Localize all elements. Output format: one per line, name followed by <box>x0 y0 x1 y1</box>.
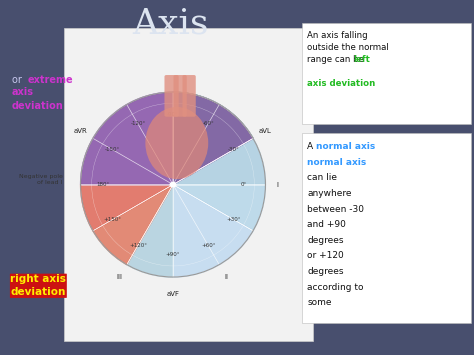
Polygon shape <box>81 185 173 231</box>
Text: and +90: and +90 <box>307 220 346 229</box>
Text: deviation: deviation <box>12 101 64 111</box>
Text: according to: according to <box>307 283 364 292</box>
Text: -120°: -120° <box>130 121 146 126</box>
Text: can lie: can lie <box>307 173 337 182</box>
Circle shape <box>170 182 176 187</box>
Text: aVR: aVR <box>74 129 88 135</box>
Text: 180°: 180° <box>96 182 109 187</box>
FancyBboxPatch shape <box>164 75 179 117</box>
Text: -30°: -30° <box>228 147 240 152</box>
Text: between -30: between -30 <box>307 204 364 214</box>
Text: +150°: +150° <box>103 217 121 222</box>
Polygon shape <box>127 185 173 277</box>
Text: or: or <box>12 75 25 85</box>
Text: or +120: or +120 <box>307 251 344 261</box>
Text: aVL: aVL <box>259 129 272 135</box>
FancyBboxPatch shape <box>173 75 187 117</box>
Text: degrees: degrees <box>307 267 344 276</box>
Text: Axis: Axis <box>132 6 209 40</box>
Text: I: I <box>276 182 278 187</box>
Text: normal axis: normal axis <box>307 158 366 167</box>
Polygon shape <box>81 92 173 185</box>
Text: right axis
deviation: right axis deviation <box>10 274 66 297</box>
FancyBboxPatch shape <box>302 23 471 124</box>
FancyBboxPatch shape <box>302 133 471 323</box>
Polygon shape <box>173 185 265 231</box>
Text: some: some <box>307 298 332 307</box>
Polygon shape <box>173 185 253 277</box>
Text: An axis falling: An axis falling <box>307 31 368 40</box>
Text: extreme: extreme <box>27 75 73 85</box>
Text: degrees: degrees <box>307 236 344 245</box>
Text: -150°: -150° <box>105 147 120 152</box>
Polygon shape <box>173 138 265 185</box>
Text: range can be: range can be <box>307 55 367 64</box>
Text: -90°: -90° <box>167 112 179 117</box>
Text: aVF: aVF <box>166 291 180 297</box>
Text: III: III <box>117 274 123 280</box>
Text: Negative pole
of lead I: Negative pole of lead I <box>18 174 63 185</box>
Polygon shape <box>93 185 173 264</box>
Text: left: left <box>354 55 371 64</box>
Text: -60°: -60° <box>202 121 214 126</box>
Text: outside the normal: outside the normal <box>307 43 389 52</box>
Text: axis deviation: axis deviation <box>307 79 375 88</box>
Text: 0°: 0° <box>240 182 246 187</box>
Text: +30°: +30° <box>227 217 241 222</box>
FancyBboxPatch shape <box>182 75 196 117</box>
Polygon shape <box>173 92 253 185</box>
FancyBboxPatch shape <box>64 28 313 341</box>
Text: +90°: +90° <box>166 252 180 257</box>
Text: anywhere: anywhere <box>307 189 352 198</box>
Ellipse shape <box>146 107 208 179</box>
Polygon shape <box>173 92 253 185</box>
Text: normal axis: normal axis <box>316 142 375 151</box>
Text: II: II <box>224 274 228 280</box>
Text: +120°: +120° <box>129 243 147 248</box>
Text: +60°: +60° <box>201 243 215 248</box>
Text: axis: axis <box>12 87 34 97</box>
Text: A: A <box>307 142 316 151</box>
